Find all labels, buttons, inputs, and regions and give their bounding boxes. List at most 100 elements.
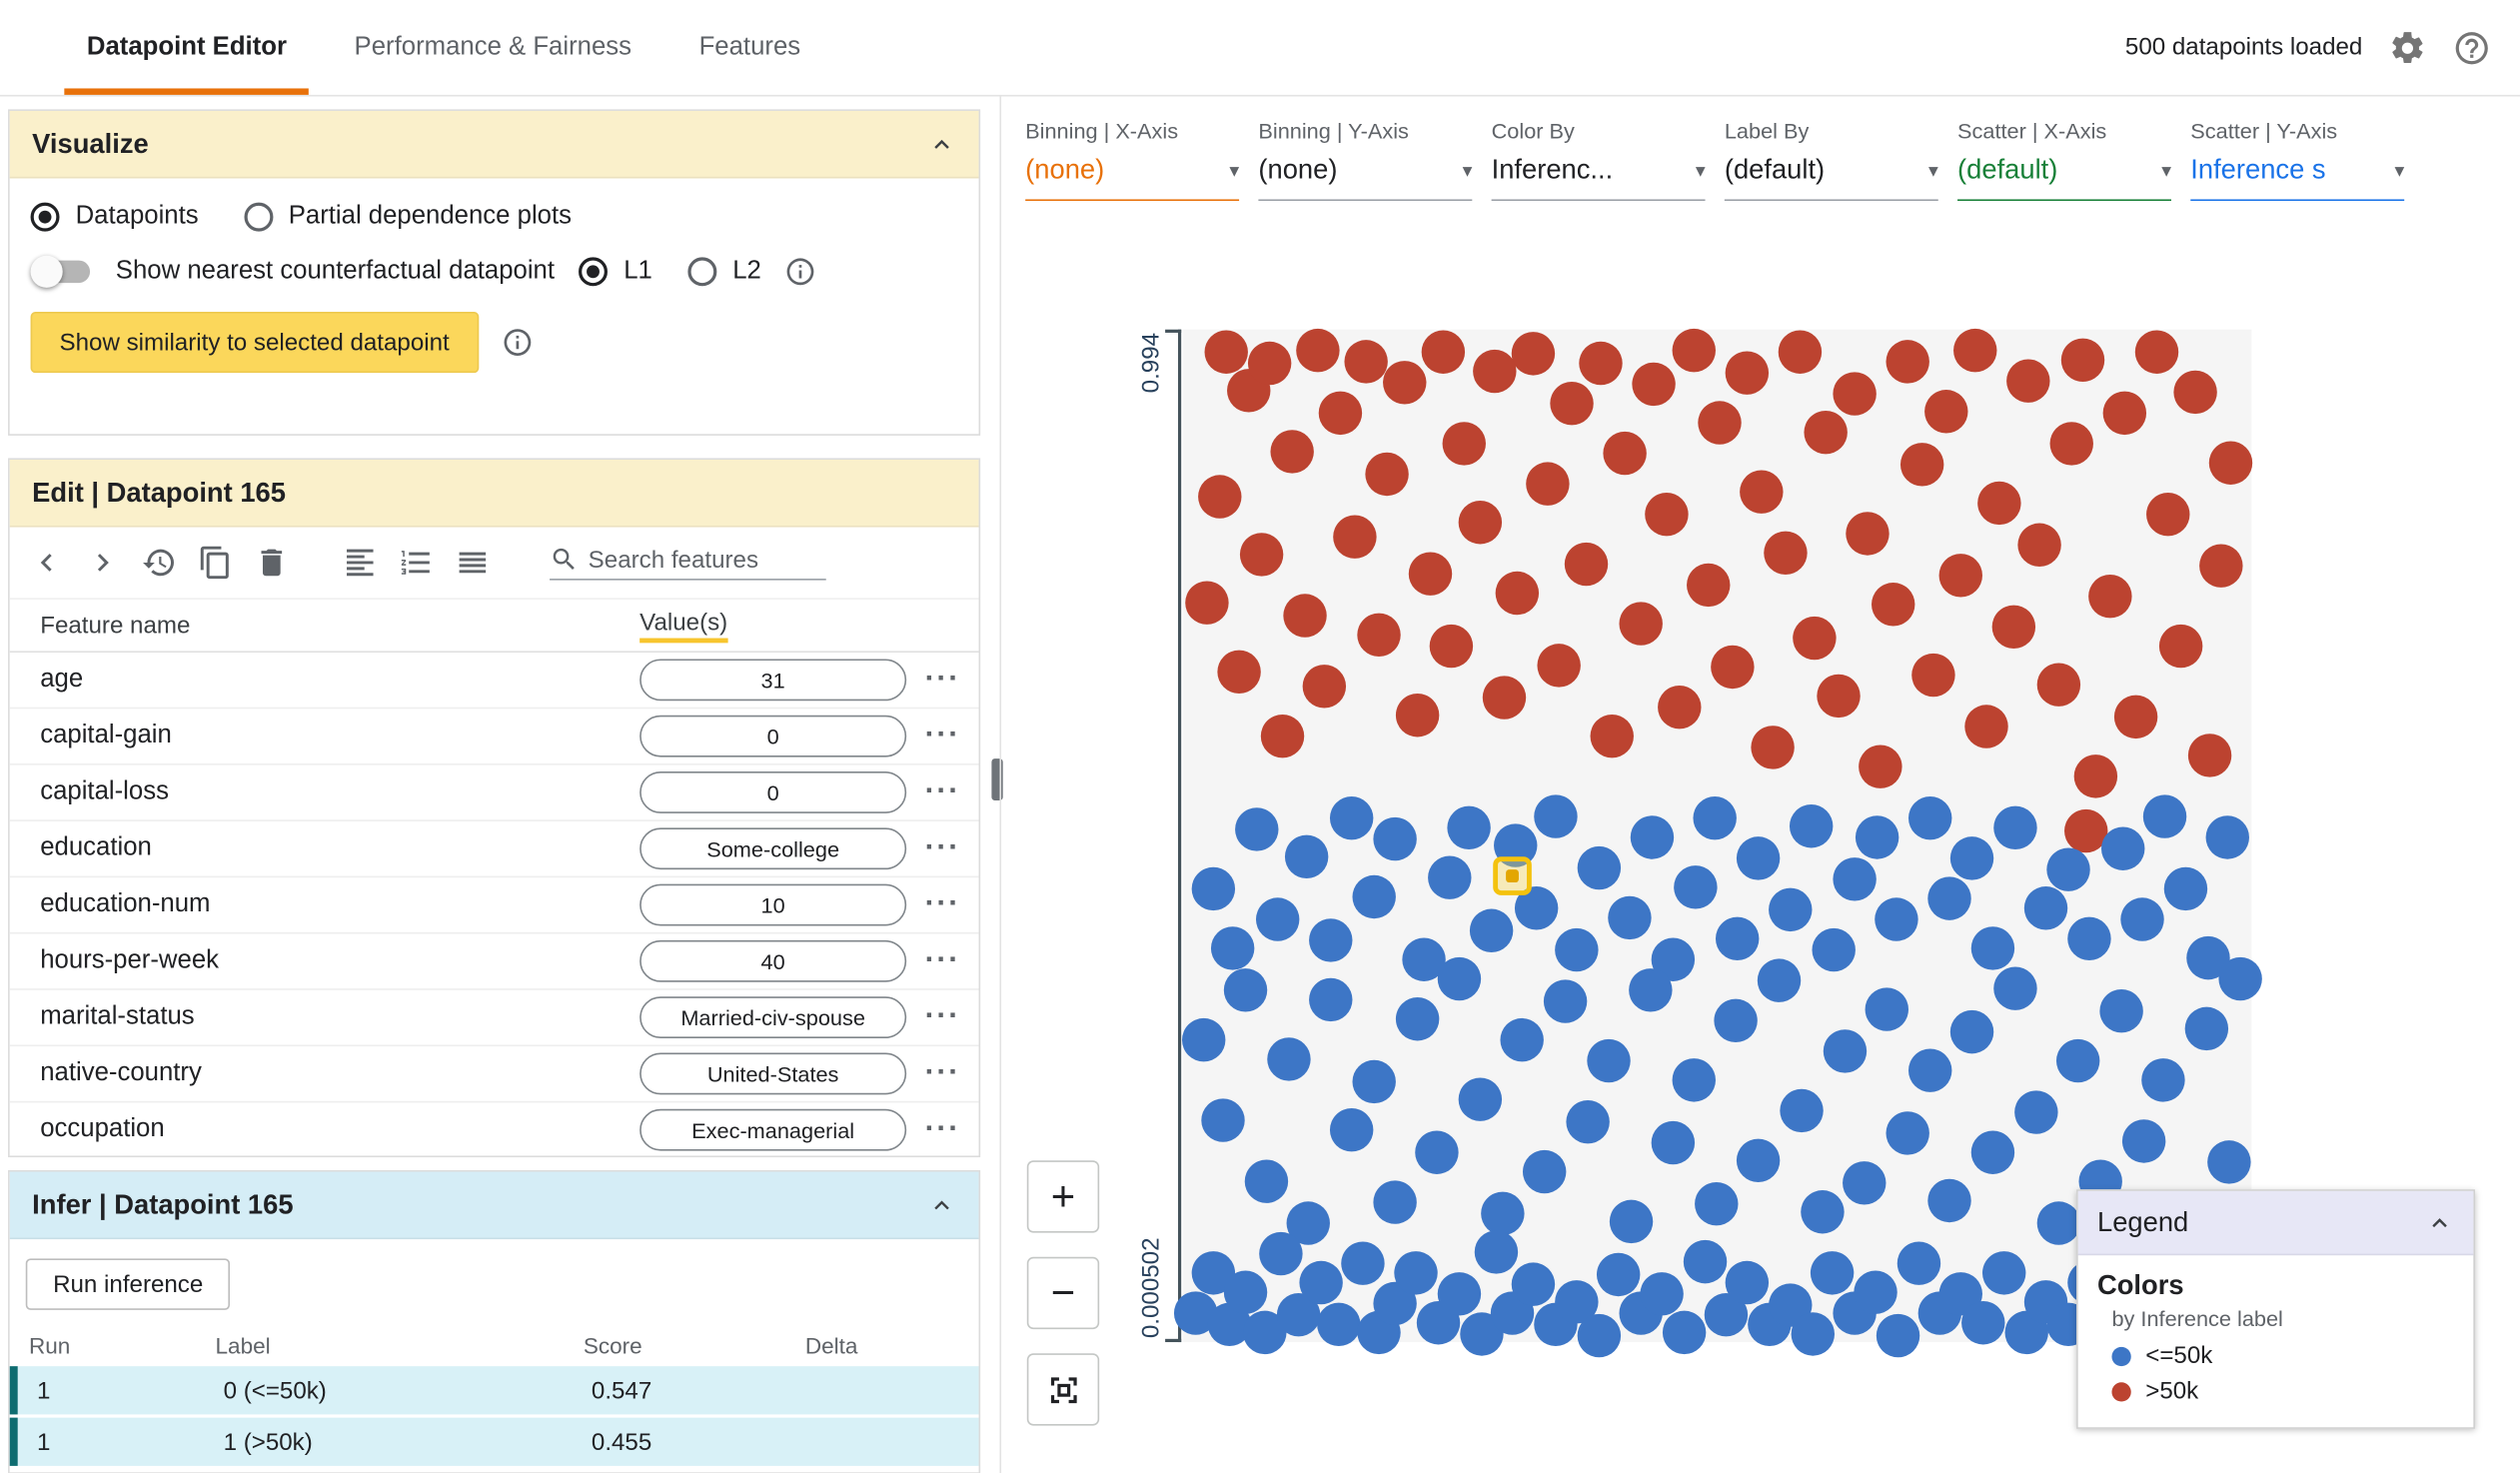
datapoint[interactable] bbox=[1597, 1252, 1641, 1296]
datapoint[interactable] bbox=[1823, 1028, 1867, 1072]
datapoint[interactable] bbox=[1345, 339, 1389, 383]
datapoint[interactable] bbox=[1804, 410, 1849, 454]
datapoint[interactable] bbox=[2199, 544, 2244, 588]
settings-gear-icon[interactable] bbox=[2388, 28, 2427, 67]
datapoint[interactable] bbox=[1473, 350, 1517, 394]
datapoint[interactable] bbox=[2163, 867, 2207, 911]
datapoint[interactable] bbox=[1662, 1311, 1707, 1355]
datapoint[interactable] bbox=[1644, 492, 1688, 536]
datapoint[interactable] bbox=[1673, 865, 1717, 909]
datapoint[interactable] bbox=[1736, 835, 1780, 880]
info-icon[interactable] bbox=[783, 256, 815, 288]
datapoint[interactable] bbox=[1319, 391, 1363, 435]
datapoint[interactable] bbox=[1630, 815, 1675, 860]
datapoint[interactable] bbox=[1579, 341, 1623, 385]
datapoint[interactable] bbox=[1550, 381, 1594, 426]
datapoint[interactable] bbox=[1501, 1017, 1545, 1061]
inference-result-row[interactable]: 1 0 (<=50k) 0.547 bbox=[9, 1366, 979, 1415]
datapoint[interactable] bbox=[1372, 816, 1417, 861]
datapoint[interactable] bbox=[2143, 794, 2187, 838]
datapoint[interactable] bbox=[1409, 553, 1453, 597]
datapoint[interactable] bbox=[1812, 927, 1856, 971]
feature-value-input[interactable]: 31 bbox=[639, 659, 907, 702]
datapoint[interactable] bbox=[1672, 1057, 1716, 1102]
datapoint[interactable] bbox=[1725, 1261, 1770, 1305]
datapoint[interactable] bbox=[1694, 1181, 1739, 1225]
datapoint[interactable] bbox=[1981, 1250, 2025, 1294]
datapoint[interactable] bbox=[1970, 1129, 2015, 1174]
datapoint[interactable] bbox=[1608, 895, 1652, 940]
datapoint[interactable] bbox=[1525, 462, 1570, 506]
datapoint[interactable] bbox=[1511, 1262, 1556, 1306]
datapoint[interactable] bbox=[2088, 574, 2132, 618]
datapoint[interactable] bbox=[1244, 1160, 1288, 1204]
datapoint[interactable] bbox=[2209, 441, 2253, 486]
zoom-fit-button[interactable] bbox=[1026, 1353, 1100, 1426]
datapoint[interactable] bbox=[1437, 1271, 1481, 1316]
datapoint[interactable] bbox=[1181, 1018, 1225, 1062]
datapoint[interactable] bbox=[1197, 475, 1241, 519]
datapoint[interactable] bbox=[2024, 885, 2068, 930]
datapoint[interactable] bbox=[1609, 1199, 1653, 1244]
datapoint[interactable] bbox=[1875, 897, 1919, 942]
feature-options-button[interactable]: ··· bbox=[924, 1112, 961, 1146]
partial-dependence-radio[interactable] bbox=[243, 202, 273, 232]
datapoint[interactable] bbox=[1993, 966, 2037, 1011]
datapoint[interactable] bbox=[2141, 1058, 2186, 1103]
datapoint[interactable] bbox=[1184, 581, 1229, 626]
datapoint[interactable] bbox=[1429, 625, 1473, 669]
datapoint[interactable] bbox=[1483, 675, 1527, 720]
numbered-list-view-icon[interactable] bbox=[399, 545, 434, 580]
datapoint[interactable] bbox=[1224, 968, 1268, 1013]
datapoint[interactable] bbox=[1928, 1179, 1972, 1223]
datapoint[interactable] bbox=[1739, 471, 1784, 515]
selected-datapoint-marker[interactable] bbox=[1492, 856, 1532, 896]
datapoint[interactable] bbox=[1234, 806, 1279, 850]
datapoint[interactable] bbox=[1938, 554, 1983, 598]
dropdown-color-by[interactable]: Color By Inferenc... ▾ bbox=[1491, 119, 1706, 202]
datapoint[interactable] bbox=[1577, 1313, 1621, 1357]
datapoint[interactable] bbox=[1950, 1009, 1994, 1053]
datapoint[interactable] bbox=[2102, 392, 2146, 436]
datapoint[interactable] bbox=[1285, 834, 1329, 879]
datapoint[interactable] bbox=[1899, 443, 1943, 488]
datapoint[interactable] bbox=[1204, 330, 1249, 374]
feature-value-input[interactable]: Exec-managerial bbox=[639, 1108, 907, 1151]
datapoint[interactable] bbox=[1977, 481, 2021, 525]
inference-result-row[interactable]: 1 1 (>50k) 0.455 bbox=[9, 1417, 979, 1466]
datapoint[interactable] bbox=[2060, 338, 2105, 382]
feature-options-button[interactable]: ··· bbox=[924, 943, 961, 977]
datapoint[interactable] bbox=[1201, 1098, 1246, 1142]
datapoint[interactable] bbox=[1790, 804, 1834, 848]
datapoint[interactable] bbox=[1725, 351, 1770, 395]
zoom-out-button[interactable]: − bbox=[1026, 1256, 1100, 1330]
revert-history-icon[interactable] bbox=[142, 545, 177, 580]
datapoint[interactable] bbox=[1686, 564, 1730, 608]
datapoint[interactable] bbox=[1952, 329, 1997, 373]
datapoint[interactable] bbox=[1447, 805, 1492, 849]
datapoint[interactable] bbox=[1640, 1272, 1684, 1317]
datapoint[interactable] bbox=[1566, 1099, 1610, 1143]
datapoint[interactable] bbox=[2159, 624, 2203, 668]
duplicate-datapoint-icon[interactable] bbox=[198, 545, 233, 580]
panel-resize-handle[interactable] bbox=[991, 758, 1003, 800]
datapoint[interactable] bbox=[1330, 795, 1374, 839]
feature-value-input[interactable]: Some-college bbox=[639, 827, 907, 870]
dropdown-label-by[interactable]: Label By (default) ▾ bbox=[1724, 119, 1938, 202]
datapoint[interactable] bbox=[1330, 1108, 1374, 1152]
datapoint[interactable] bbox=[1683, 1240, 1727, 1284]
datapoint[interactable] bbox=[1698, 401, 1742, 445]
datapoint[interactable] bbox=[1534, 794, 1578, 838]
datapoint[interactable] bbox=[2121, 1119, 2166, 1164]
datapoint[interactable] bbox=[2114, 695, 2158, 738]
datapoint[interactable] bbox=[1537, 643, 1582, 687]
datapoint[interactable] bbox=[1470, 907, 1514, 952]
previous-datapoint-icon[interactable] bbox=[29, 545, 64, 580]
datapoint[interactable] bbox=[1258, 1231, 1302, 1275]
counterfactual-toggle[interactable] bbox=[30, 255, 91, 288]
feature-value-input[interactable]: 10 bbox=[639, 883, 907, 926]
datapoint[interactable] bbox=[2187, 734, 2232, 778]
datapoint[interactable] bbox=[1910, 654, 1955, 698]
datapoint[interactable] bbox=[1737, 1138, 1782, 1183]
datapoint[interactable] bbox=[1779, 330, 1823, 374]
